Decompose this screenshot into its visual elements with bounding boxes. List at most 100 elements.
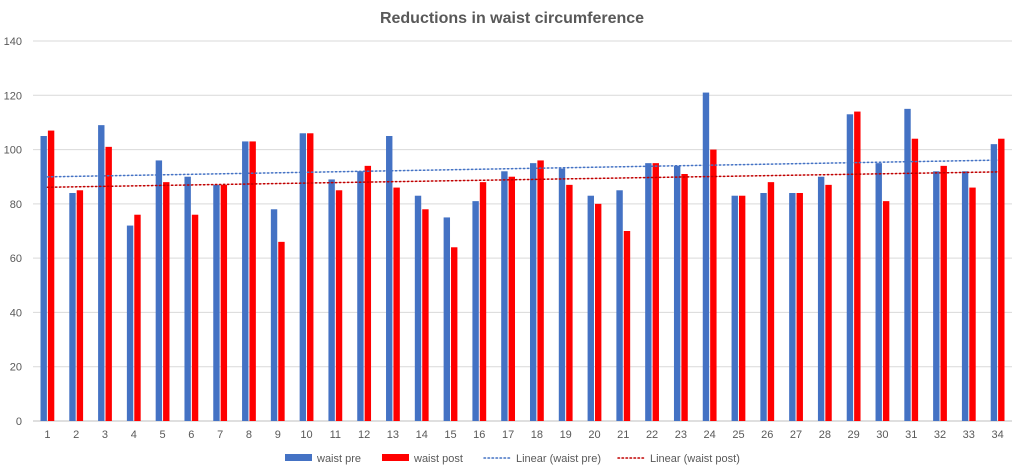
y-tick-label: 40 xyxy=(10,307,22,319)
bar-waist-post-3 xyxy=(105,146,112,421)
bar-waist-pre-34 xyxy=(990,144,998,421)
bar-waist-pre-15 xyxy=(443,217,451,421)
bar-waist-post-30 xyxy=(882,201,890,421)
bar-waist-pre-33 xyxy=(961,171,969,421)
bar-waist-post-22 xyxy=(652,163,659,421)
bar-waist-pre-22 xyxy=(645,163,652,421)
bar-waist-post-32 xyxy=(940,165,947,421)
bar-waist-pre-1 xyxy=(40,136,47,421)
bar-waist-post-27 xyxy=(796,193,803,421)
bar-waist-pre-12 xyxy=(357,171,364,421)
x-tick-label: 32 xyxy=(934,429,946,441)
gridlines xyxy=(33,40,1012,422)
x-tick-label: 26 xyxy=(761,429,773,441)
legend-waist-post-label: waist post xyxy=(413,453,463,465)
bar-waist-post-14 xyxy=(422,209,429,421)
bar-waist-pre-27 xyxy=(789,193,796,421)
legend-waist-pre-swatch xyxy=(285,454,312,461)
legend: waist pre waist post Linear (waist pre) Lin… xyxy=(285,453,740,465)
bar-waist-pre-3 xyxy=(98,125,105,422)
x-tick-label: 3 xyxy=(102,429,108,441)
bar-waist-pre-20 xyxy=(587,195,594,421)
y-tick-label: 0 xyxy=(16,416,22,428)
legend-linear-waist-post-label: Linear (waist post) xyxy=(650,453,740,465)
x-tick-label: 34 xyxy=(991,429,1003,441)
bar-waist-post-2 xyxy=(76,190,84,421)
bar-waist-post-26 xyxy=(767,182,775,421)
bar-waist-pre-2 xyxy=(69,193,76,421)
bar-waist-pre-8 xyxy=(242,141,249,421)
x-tick-label: 27 xyxy=(790,429,802,441)
x-tick-label: 11 xyxy=(330,429,341,441)
bar-waist-pre-7 xyxy=(213,184,220,421)
x-tick-label: 5 xyxy=(160,429,166,441)
bar-waist-pre-4 xyxy=(126,225,134,421)
x-tick-label: 18 xyxy=(531,429,543,441)
bar-waist-post-33 xyxy=(969,187,976,421)
bar-waist-post-13 xyxy=(393,187,400,421)
bar-waist-pre-10 xyxy=(299,133,307,422)
x-tick-label: 15 xyxy=(444,429,456,441)
x-tick-label: 9 xyxy=(275,429,281,441)
x-tick-label: 20 xyxy=(588,429,600,441)
x-tick-label: 6 xyxy=(188,429,194,441)
x-tick-label: 22 xyxy=(646,429,658,441)
bar-waist-post-21 xyxy=(623,231,631,421)
x-tick-label: 24 xyxy=(704,429,716,441)
bar-waist-post-6 xyxy=(191,214,199,421)
bar-waist-pre-30 xyxy=(875,163,882,421)
bar-waist-post-29 xyxy=(854,111,861,422)
bar-waist-post-28 xyxy=(825,184,832,421)
trendline-waist-pre xyxy=(46,159,999,178)
y-tick-label: 60 xyxy=(10,253,22,265)
bar-waist-post-12 xyxy=(364,165,372,421)
legend-waist-pre: waist pre xyxy=(285,453,361,465)
x-tick-label: 19 xyxy=(560,429,572,441)
bar-waist-pre-17 xyxy=(501,171,508,421)
trendline-waist-post xyxy=(46,171,999,189)
legend-waist-post: waist post xyxy=(382,453,463,465)
bar-waist-post-17 xyxy=(508,176,516,421)
bar-waist-pre-28 xyxy=(817,176,825,421)
bar-waist-pre-24 xyxy=(702,92,710,422)
x-tick-label: 8 xyxy=(246,429,252,441)
bar-waist-post-31 xyxy=(911,138,919,421)
trendlines xyxy=(46,159,999,189)
y-tick-label: 120 xyxy=(4,90,22,102)
bar-waist-pre-13 xyxy=(386,136,393,421)
bar-waist-pre-14 xyxy=(414,195,422,421)
y-tick-label: 100 xyxy=(4,145,22,157)
y-axis-ticks: 0 20 40 60 80 100 120 140 xyxy=(4,36,22,428)
chart-title: Reductions in waist circumference xyxy=(380,10,644,27)
bar-waist-post-4 xyxy=(134,214,141,421)
bar-waist-pre-18 xyxy=(529,163,537,421)
x-tick-label: 14 xyxy=(416,429,428,441)
bars xyxy=(40,92,1005,422)
bar-waist-post-8 xyxy=(249,141,256,421)
bar-waist-post-16 xyxy=(479,182,487,421)
x-tick-label: 30 xyxy=(876,429,888,441)
legend-waist-pre-label: waist pre xyxy=(316,453,361,465)
bar-waist-pre-19 xyxy=(558,168,566,421)
bar-waist-pre-6 xyxy=(184,176,191,421)
bar-waist-post-5 xyxy=(163,182,170,421)
x-tick-label: 25 xyxy=(732,429,744,441)
y-tick-label: 20 xyxy=(10,362,22,374)
legend-waist-post-swatch xyxy=(382,454,409,461)
x-tick-label: 13 xyxy=(387,429,399,441)
x-tick-label: 33 xyxy=(963,429,975,441)
bar-waist-pre-32 xyxy=(933,171,940,421)
x-tick-label: 16 xyxy=(473,429,485,441)
bar-waist-post-11 xyxy=(335,190,343,421)
bar-waist-pre-9 xyxy=(270,209,278,421)
x-axis-ticks: 1 2 3 4 5 6 7 8 9 10 11 12 13 14 15 16 17 18 19 20 21 22 23 24 2… xyxy=(44,429,1003,441)
bar-waist-post-20 xyxy=(594,203,602,421)
bar-waist-pre-26 xyxy=(760,193,767,421)
bar-waist-pre-23 xyxy=(673,165,681,421)
x-tick-label: 29 xyxy=(848,429,860,441)
x-tick-label: 28 xyxy=(819,429,831,441)
legend-linear-waist-pre-label: Linear (waist pre) xyxy=(516,453,601,465)
x-tick-label: 17 xyxy=(502,429,514,441)
